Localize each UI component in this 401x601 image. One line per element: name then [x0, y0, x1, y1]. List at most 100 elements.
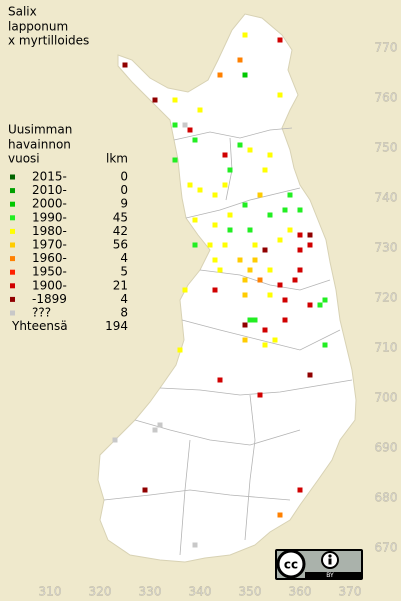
legend-swatch	[10, 215, 15, 221]
legend-swatch	[10, 269, 15, 275]
legend-label: 2015-	[32, 170, 67, 184]
legend-label: 1980-	[32, 224, 67, 238]
legend-label: -1899	[32, 292, 67, 306]
legend-swatch	[10, 283, 15, 289]
legend-swatch	[10, 296, 15, 302]
observation-square	[267, 292, 273, 298]
observation-square	[307, 232, 313, 238]
observation-square	[247, 227, 253, 233]
observation-square	[267, 267, 273, 273]
observation-square	[307, 372, 313, 378]
legend-count: 45	[113, 210, 128, 224]
legend-label: 2000-	[32, 197, 67, 211]
title-line: lapponum	[8, 20, 68, 34]
observation-square	[222, 152, 228, 158]
observation-square	[297, 232, 303, 238]
legend: Uusimman havainnon vuosi lkm 2015- 0 2010-…	[8, 123, 128, 334]
observation-square	[262, 167, 268, 173]
observation-square	[187, 127, 193, 133]
legend-count: 0	[120, 183, 128, 197]
observation-square	[212, 257, 218, 263]
observation-square	[282, 317, 288, 323]
observation-square	[212, 192, 218, 198]
y-grid-label: 740	[375, 191, 398, 205]
observation-square	[307, 302, 313, 308]
legend-label: ???	[32, 306, 51, 320]
legend-swatch	[10, 201, 15, 207]
observation-square	[257, 277, 263, 283]
observation-square	[252, 317, 258, 323]
legend-count-heading: lkm	[106, 152, 128, 166]
observation-square	[242, 202, 248, 208]
observation-square	[112, 437, 118, 443]
observation-square	[277, 282, 283, 288]
y-grid-label: 710	[375, 341, 398, 355]
y-grid-label: 730	[375, 241, 398, 255]
observation-square	[282, 297, 288, 303]
observation-square	[197, 107, 203, 113]
legend-label: 1960-	[32, 251, 67, 265]
observation-square	[242, 72, 248, 78]
legend-label: 1950-	[32, 265, 67, 279]
legend-count: 4	[120, 292, 128, 306]
observation-square	[322, 342, 328, 348]
legend-label: 1990-	[32, 210, 67, 224]
observation-square	[152, 97, 158, 103]
observation-square	[277, 237, 283, 243]
observation-square	[257, 392, 263, 398]
observation-square	[247, 267, 253, 273]
legend-count: 9	[120, 197, 128, 211]
observation-square	[207, 242, 213, 248]
observation-square	[247, 317, 253, 323]
observation-square	[182, 122, 188, 128]
observation-square	[292, 277, 298, 283]
observation-square	[172, 122, 178, 128]
observation-square	[142, 487, 148, 493]
y-grid-label: 690	[375, 441, 398, 455]
observation-square	[272, 337, 278, 343]
license-badge: cc BY	[275, 549, 363, 580]
y-grid-label: 680	[375, 491, 398, 505]
legend-heading: Uusimman	[8, 123, 72, 137]
observation-square	[177, 347, 183, 353]
legend-swatch	[10, 188, 15, 194]
observation-square	[242, 337, 248, 343]
legend-swatch	[10, 256, 15, 262]
legend-count: 4	[120, 251, 128, 265]
y-grid-label: 670	[375, 541, 398, 555]
observation-square	[267, 152, 273, 158]
observation-square	[262, 327, 268, 333]
x-grid-label: 330	[139, 585, 162, 599]
observation-square	[297, 267, 303, 273]
legend-total-label: Yhteensä	[11, 319, 68, 333]
title-line: x myrtilloides	[8, 34, 89, 48]
y-grid-label: 750	[375, 141, 398, 155]
observation-square	[152, 427, 158, 433]
observation-square	[192, 137, 198, 143]
observation-square	[172, 157, 178, 163]
observation-square	[297, 247, 303, 253]
legend-count: 56	[113, 238, 128, 252]
observation-square	[217, 267, 223, 273]
badge-strip	[305, 572, 361, 578]
observation-square	[242, 292, 248, 298]
legend-label: 1900-	[32, 278, 67, 292]
observation-square	[192, 542, 198, 548]
observation-square	[242, 322, 248, 328]
y-grid-label: 700	[375, 391, 398, 405]
by-icon-body	[328, 558, 332, 565]
observation-squares	[112, 32, 328, 548]
observation-square	[262, 342, 268, 348]
observation-square	[227, 167, 233, 173]
x-grid-label: 340	[189, 585, 212, 599]
grid-labels: 310 320 330 340 350 360 370 670 680 690 700 710 720 7…	[38, 40, 398, 599]
cc-icon	[276, 549, 306, 579]
observation-square	[237, 142, 243, 148]
y-grid-label: 760	[375, 91, 398, 105]
legend-count: 21	[113, 278, 128, 292]
legend-count: 42	[113, 224, 128, 238]
legend-label: 1970-	[32, 238, 67, 252]
observation-square	[297, 207, 303, 213]
observation-square	[182, 287, 188, 293]
